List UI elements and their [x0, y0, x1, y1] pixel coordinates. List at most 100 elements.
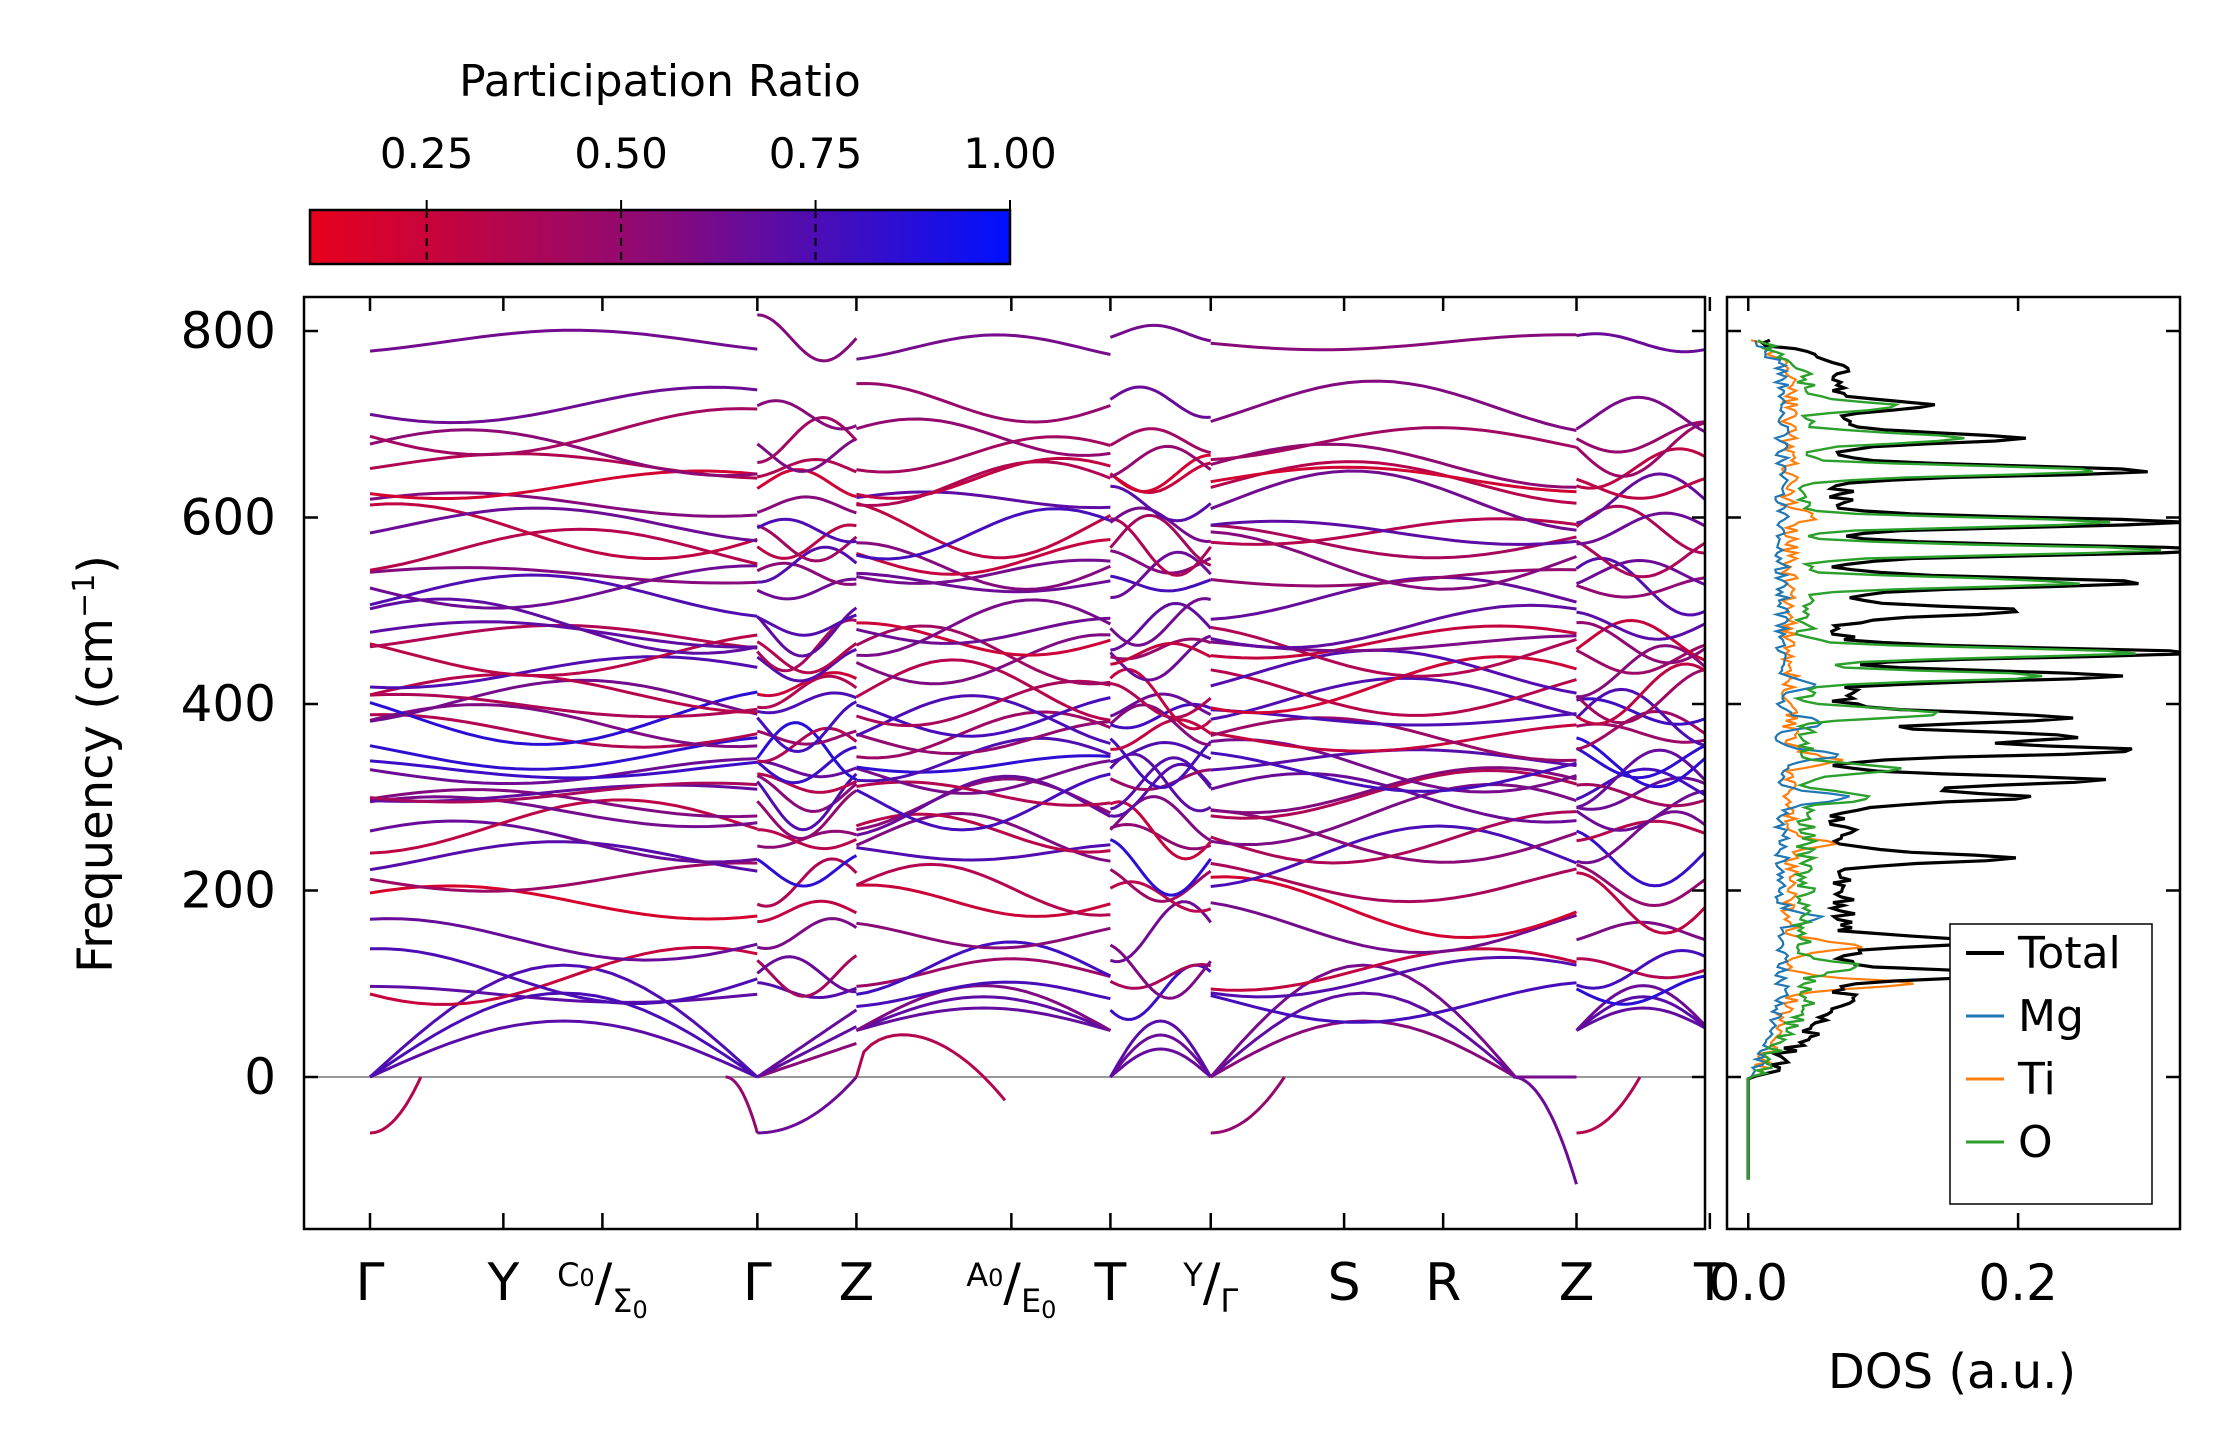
phonon-band — [369, 527, 758, 572]
legend-label: Mg — [2018, 991, 2084, 1042]
dos-o-curve — [1747, 339, 2162, 1180]
phonon-band — [757, 691, 857, 715]
phonon-band — [369, 946, 758, 1006]
phonon-band — [369, 861, 758, 893]
phonon-band — [369, 620, 758, 649]
phonon-band — [1576, 620, 1705, 665]
phonon-band — [368, 963, 759, 1079]
phonon-band — [757, 759, 857, 779]
phonon-band — [856, 541, 1111, 591]
phonon-band — [1109, 703, 1211, 747]
phonon-band — [369, 759, 758, 780]
phonon-band — [369, 692, 758, 719]
phonon-band — [1576, 819, 1705, 843]
phonon-band — [1210, 333, 1577, 352]
phonon-band — [1209, 991, 1577, 1079]
phonon-band — [1576, 511, 1705, 546]
phonon-band — [1576, 736, 1705, 789]
band-structure-panel: 800 600 400 200 0 Γ Y C0/Σ0 Γ Z A0/E0 T Y/Γ S R Z T Fre… — [67, 295, 1726, 1324]
phonon-band — [1109, 323, 1212, 343]
phonon-band — [756, 640, 858, 675]
band-y-tick-label: 600 — [181, 489, 276, 547]
phonon-band — [369, 795, 758, 829]
k-point-label: Z — [839, 1253, 875, 1313]
phonon-band — [1575, 984, 1705, 1032]
phonon-band — [756, 1008, 858, 1079]
imaginary-phonon-band — [1512, 1075, 1578, 1185]
phonon-band — [855, 658, 1111, 722]
phonon-band — [756, 854, 858, 888]
phonon-band — [756, 523, 857, 560]
phonon-band — [855, 772, 1111, 832]
phonon-band — [756, 606, 858, 658]
imaginary-phonon-band — [854, 1033, 1007, 1102]
phonon-band — [1109, 838, 1212, 897]
phonon-band — [369, 564, 758, 610]
phonon-band — [369, 573, 758, 618]
colorbar: Participation Ratio 0.25 0.50 0.75 1.00 — [308, 56, 1057, 266]
k-point-label: S — [1328, 1253, 1361, 1313]
phonon-band — [1210, 766, 1577, 815]
phonon-band — [757, 726, 858, 764]
phonon-band — [1209, 1019, 1577, 1079]
phonon-band — [856, 381, 1111, 424]
phonon-band — [1575, 974, 1705, 1006]
dos-lines — [1746, 338, 2180, 1180]
phonon-band — [1575, 743, 1705, 780]
dos-legend: Total Mg Ti O — [1949, 923, 2153, 1205]
phonon-band — [370, 947, 758, 1005]
phonon-band — [756, 789, 858, 840]
k-point-label: Z — [1559, 1253, 1595, 1313]
phonon-band — [369, 566, 758, 585]
phonon-band — [756, 561, 857, 586]
k-point-label: T — [1693, 1253, 1726, 1313]
colorbar-title: Participation Ratio — [459, 56, 861, 107]
k-point-label: Y/Γ — [1182, 1253, 1238, 1320]
phonon-band — [855, 995, 1111, 1032]
phonon-band — [855, 501, 1112, 560]
phonon-band — [1576, 776, 1705, 811]
phonon-band — [1576, 782, 1705, 808]
phonon-band — [1110, 517, 1212, 577]
phonon-band — [369, 1019, 758, 1079]
phonon-band — [369, 623, 758, 650]
phonon-band — [757, 674, 858, 710]
phonon-band — [369, 788, 758, 819]
phonon-band — [1575, 420, 1705, 454]
phonon-band — [1210, 625, 1577, 678]
phonon-band — [757, 313, 858, 363]
colorbar-tick-label: 0.50 — [574, 129, 668, 178]
phonon-band — [756, 1025, 858, 1079]
phonon-band — [369, 385, 758, 425]
phonon-band — [1575, 421, 1705, 478]
phonon-band — [856, 957, 1111, 988]
phonon-band — [1575, 643, 1705, 675]
phonon-band — [1110, 484, 1212, 523]
phonon-band — [369, 428, 758, 478]
phonon-band — [1109, 1033, 1212, 1078]
phonon-band — [855, 984, 1112, 1032]
legend-label: O — [2018, 1117, 2053, 1168]
phonon-band — [1210, 517, 1577, 546]
phonon-band — [1210, 901, 1577, 955]
phonon-band — [1210, 523, 1577, 560]
phonon-band — [1210, 624, 1577, 660]
phonon-band — [855, 862, 1111, 917]
band-y-tick-label: 0 — [244, 1048, 276, 1106]
phonon-band — [1576, 920, 1705, 942]
phonon-band — [1210, 824, 1578, 888]
phonon-band — [856, 1006, 1111, 1032]
k-point-label: Y — [486, 1253, 519, 1313]
phonon-band — [756, 577, 857, 601]
colorbar-tick-label: 0.25 — [380, 129, 474, 178]
phonon-band — [1110, 718, 1212, 751]
phonon-band — [1575, 668, 1705, 725]
band-y-axis-label: Frequency (cm−1) — [67, 555, 124, 973]
phonon-band — [1210, 981, 1577, 1024]
phonon-band — [757, 828, 858, 851]
phonon-band — [1110, 642, 1212, 666]
k-point-label: C0/Σ0 — [557, 1253, 648, 1324]
phonon-band — [856, 490, 1111, 510]
phonon-band — [756, 700, 858, 754]
